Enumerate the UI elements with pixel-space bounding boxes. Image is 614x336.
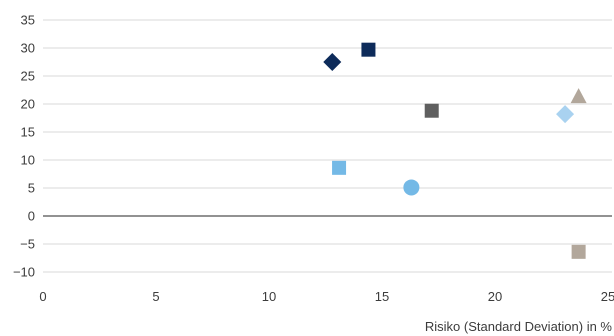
data-point-square (332, 160, 347, 175)
data-point-diamond (323, 53, 342, 71)
y-tick-label: 5 (28, 181, 35, 196)
y-tick-label: 20 (21, 97, 35, 112)
data-point-circle (403, 179, 420, 196)
y-tick-label: 10 (21, 153, 35, 168)
x-tick-label: 25 (601, 289, 614, 304)
data-point-square (361, 42, 376, 57)
data-point-diamond (556, 105, 575, 124)
x-tick-label: 5 (152, 289, 159, 304)
y-tick-label: 30 (21, 41, 35, 56)
x-axis-label: Risiko (Standard Deviation) in % (425, 319, 613, 334)
x-tick-label: 15 (375, 289, 389, 304)
y-tick-label: 0 (28, 209, 35, 224)
y-axis-ticks: 35 30 25 20 15 10 5 0 −5 −10 (13, 13, 35, 280)
y-tick-label: 15 (21, 125, 35, 140)
x-axis-ticks: 0 5 10 15 20 25 (39, 289, 614, 304)
data-points (323, 42, 587, 259)
y-tick-label: −5 (20, 237, 35, 252)
data-point-triangle (570, 88, 587, 104)
data-point-square (571, 244, 586, 259)
y-tick-label: 25 (21, 69, 35, 84)
x-tick-label: 20 (488, 289, 502, 304)
y-tick-label: 35 (21, 13, 35, 28)
x-tick-label: 0 (39, 289, 46, 304)
x-tick-label: 10 (262, 289, 276, 304)
gridlines (43, 19, 612, 273)
data-point-square (424, 103, 439, 118)
y-tick-label: −10 (13, 265, 35, 280)
